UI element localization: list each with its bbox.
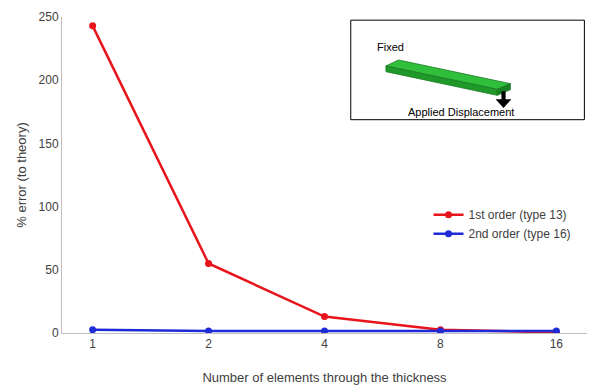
svg-text:1st order (type 13): 1st order (type 13) <box>469 208 567 222</box>
svg-text:2: 2 <box>205 337 212 351</box>
svg-text:100: 100 <box>39 200 59 214</box>
svg-text:4: 4 <box>321 337 328 351</box>
svg-text:Applied Displacement: Applied Displacement <box>408 106 514 118</box>
svg-text:16: 16 <box>550 337 564 351</box>
svg-text:50: 50 <box>45 263 59 277</box>
svg-text:% error (to theory): % error (to theory) <box>14 122 29 227</box>
svg-text:Number of elements through the: Number of elements through the thickness <box>202 370 447 385</box>
svg-text:0: 0 <box>52 326 59 340</box>
svg-text:200: 200 <box>39 73 59 87</box>
svg-text:8: 8 <box>437 337 444 351</box>
svg-text:250: 250 <box>39 10 59 24</box>
svg-text:2nd order (type 16): 2nd order (type 16) <box>469 227 571 241</box>
svg-text:1: 1 <box>89 337 96 351</box>
svg-text:150: 150 <box>39 137 59 151</box>
svg-text:Fixed: Fixed <box>377 41 404 53</box>
